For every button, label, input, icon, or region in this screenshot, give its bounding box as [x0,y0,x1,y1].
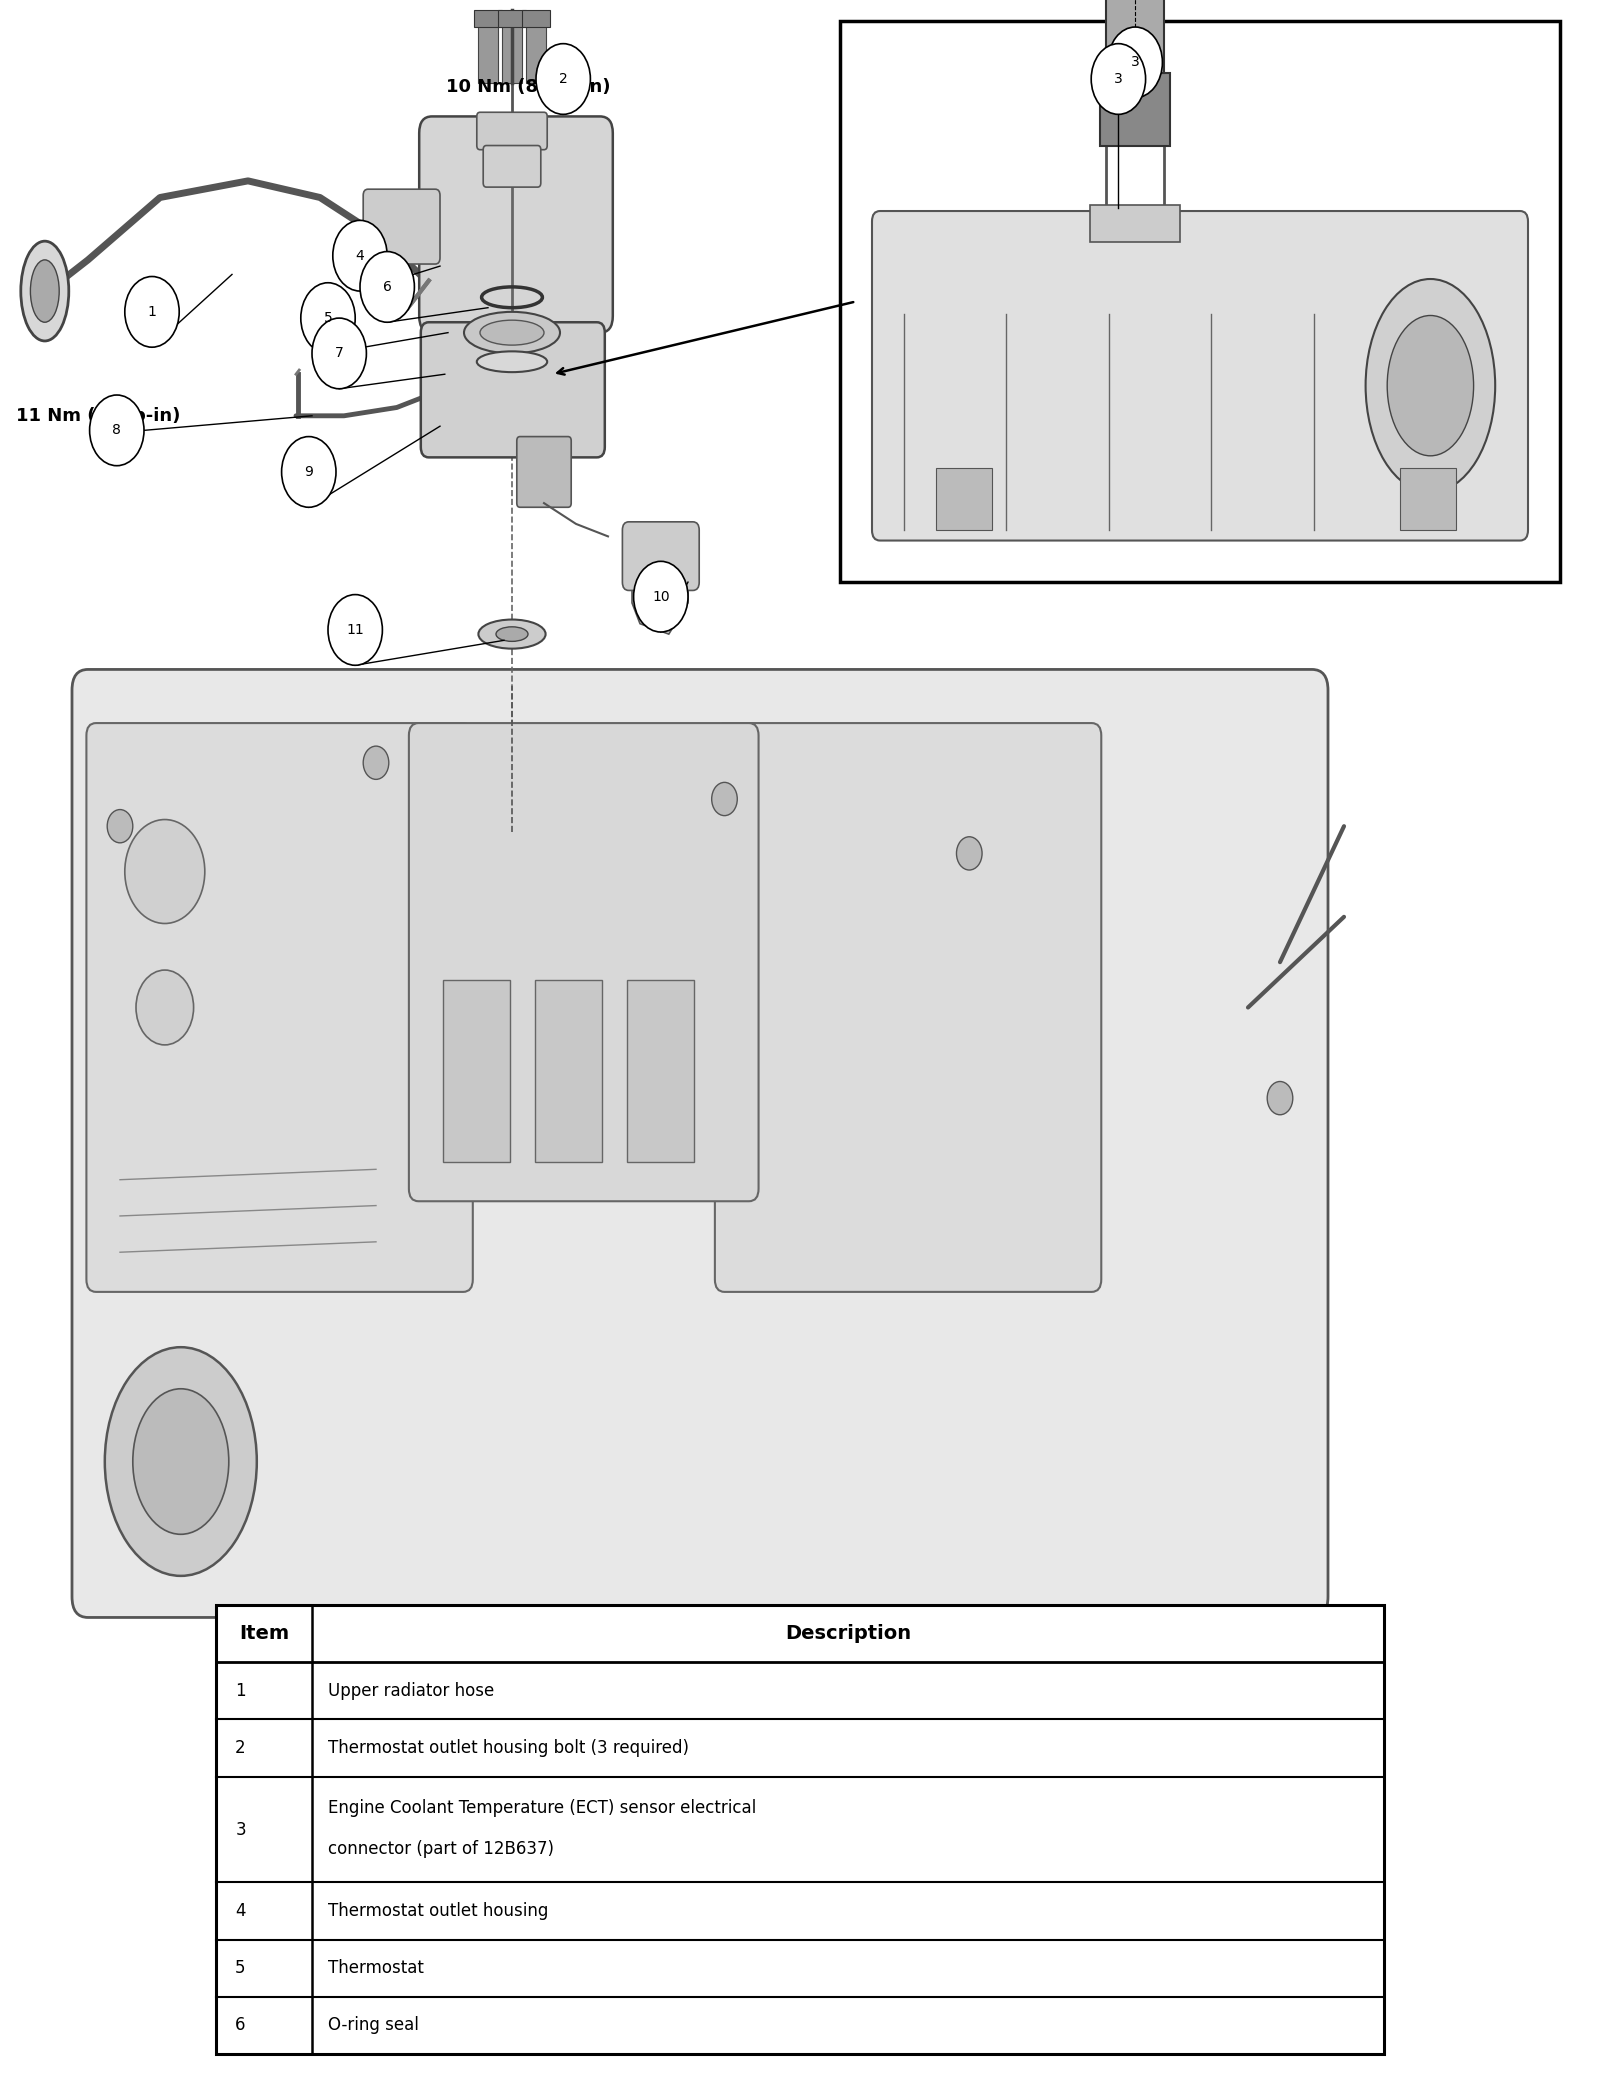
FancyBboxPatch shape [421,322,605,457]
Circle shape [1267,1081,1293,1114]
Bar [1400,468,1456,530]
Bar [478,21,498,83]
FancyBboxPatch shape [483,146,541,187]
Circle shape [1091,44,1146,114]
Bar [1107,0,1165,73]
Text: 1: 1 [235,1682,246,1701]
FancyBboxPatch shape [419,116,613,333]
Ellipse shape [1387,316,1474,455]
Ellipse shape [480,320,544,345]
Text: 3: 3 [1131,56,1139,69]
Text: 5: 5 [235,1958,246,1977]
Text: connector (part of 12B637): connector (part of 12B637) [328,1840,554,1857]
Bar [1101,73,1171,146]
Bar [0,0,1600,1601]
FancyBboxPatch shape [363,189,440,264]
Text: 10 Nm (89 lb-in): 10 Nm (89 lb-in) [446,79,610,96]
Text: 8: 8 [112,424,122,437]
Circle shape [634,561,688,632]
Bar [474,10,502,27]
Ellipse shape [136,971,194,1046]
Circle shape [333,220,387,291]
Circle shape [312,318,366,389]
Ellipse shape [477,351,547,372]
Bar [627,981,694,1162]
Text: 9: 9 [304,466,314,478]
FancyBboxPatch shape [715,723,1101,1291]
Ellipse shape [133,1389,229,1534]
Bar [936,468,992,530]
Circle shape [301,283,355,353]
Ellipse shape [1365,279,1494,493]
Text: 2: 2 [558,73,568,85]
FancyBboxPatch shape [872,210,1528,541]
Ellipse shape [478,620,546,649]
Circle shape [282,437,336,507]
Text: 2: 2 [235,1738,246,1757]
Circle shape [328,595,382,665]
Circle shape [957,836,982,869]
Ellipse shape [106,1347,256,1576]
FancyBboxPatch shape [477,112,547,150]
Text: Thermostat: Thermostat [328,1958,424,1977]
Circle shape [363,746,389,780]
FancyBboxPatch shape [622,522,699,590]
Circle shape [90,395,144,466]
Text: O-ring seal: O-ring seal [328,2017,419,2035]
Bar [216,1605,1384,2054]
Polygon shape [632,536,688,634]
Text: Item: Item [238,1624,290,1642]
Text: 11: 11 [346,624,365,636]
Text: 5: 5 [323,312,333,324]
Text: 11 Nm (97 lb-in): 11 Nm (97 lb-in) [16,407,181,424]
Ellipse shape [21,241,69,341]
Text: 10: 10 [651,590,670,603]
Text: 4: 4 [235,1902,246,1921]
Ellipse shape [125,819,205,923]
FancyBboxPatch shape [517,437,571,507]
Circle shape [536,44,590,114]
Text: 7: 7 [334,347,344,360]
Text: Description: Description [786,1624,910,1642]
Ellipse shape [496,628,528,640]
Text: 6: 6 [382,281,392,293]
Bar [522,10,550,27]
Bar [502,21,522,83]
Text: 6: 6 [235,2017,246,2035]
Bar [1091,206,1181,243]
Text: Thermostat outlet housing bolt (3 required): Thermostat outlet housing bolt (3 requir… [328,1738,690,1757]
FancyBboxPatch shape [410,723,758,1202]
Circle shape [125,277,179,347]
Circle shape [360,252,414,322]
Text: 3: 3 [1114,73,1123,85]
Ellipse shape [464,312,560,353]
FancyBboxPatch shape [86,723,474,1291]
Text: Thermostat outlet housing: Thermostat outlet housing [328,1902,549,1921]
Bar [840,21,1560,582]
FancyBboxPatch shape [72,669,1328,1617]
Bar [498,10,526,27]
Ellipse shape [30,260,59,322]
Circle shape [107,809,133,842]
Bar [534,981,602,1162]
Bar [526,21,546,83]
Circle shape [712,782,738,815]
Circle shape [1107,27,1162,98]
Text: 4: 4 [355,249,365,262]
Text: 1: 1 [147,306,157,318]
Text: Upper radiator hose: Upper radiator hose [328,1682,494,1701]
Text: 3: 3 [235,1821,246,1838]
Bar [443,981,510,1162]
Text: Engine Coolant Temperature (ECT) sensor electrical: Engine Coolant Temperature (ECT) sensor … [328,1798,757,1817]
